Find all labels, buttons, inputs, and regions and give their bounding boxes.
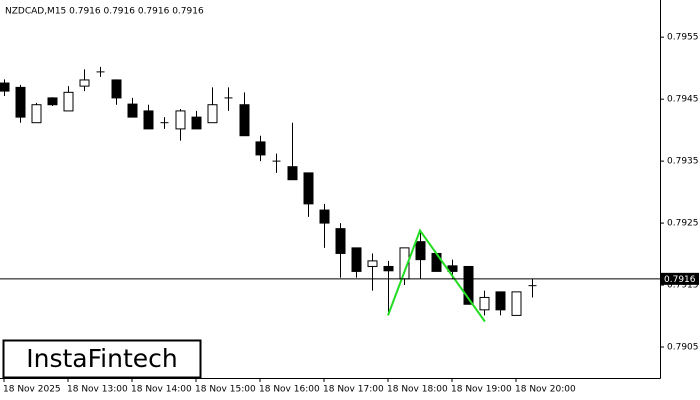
x-tick-label: 18 Nov 2025 <box>3 385 61 395</box>
x-tick-label: 18 Nov 19:00 <box>451 385 512 395</box>
x-tick-label: 18 Nov 15:00 <box>195 385 256 395</box>
candle-body <box>63 91 74 112</box>
x-tick-label: 18 Nov 16:00 <box>259 385 320 395</box>
candle-body <box>111 79 122 99</box>
y-tick-label: 0.7955 <box>667 33 699 43</box>
candle-body <box>239 104 250 137</box>
price-label: 0.7916 <box>664 275 696 285</box>
logo-box <box>2 339 202 379</box>
y-tick-label: 0.7945 <box>667 95 699 105</box>
candle-body <box>495 291 506 311</box>
candle-body <box>207 104 218 124</box>
candle-body <box>127 103 138 118</box>
logo: InstaFintech <box>26 344 178 373</box>
candle-body <box>431 252 442 272</box>
x-tick-label: 18 Nov 13:00 <box>67 385 128 395</box>
price-label-box <box>661 272 699 285</box>
candle-body <box>287 166 298 181</box>
candle-body <box>31 104 42 124</box>
x-tick-label: 18 Nov 20:00 <box>515 385 576 395</box>
y-tick-label: 0.7935 <box>667 157 699 167</box>
x-tick-label: 18 Nov 14:00 <box>131 385 192 395</box>
chart-title: NZDCAD,M15 0.7916 0.7916 0.7916 0.7916 <box>5 7 204 17</box>
candle-body <box>319 209 330 224</box>
candle-body <box>511 291 522 316</box>
candle-body <box>15 86 26 118</box>
candle-body <box>255 141 266 156</box>
candle-body <box>479 296 490 311</box>
candle-body <box>303 172 314 205</box>
candle-body <box>335 228 346 254</box>
candle-body <box>415 241 426 261</box>
candle-body <box>0 82 10 92</box>
candle-body <box>47 97 58 106</box>
y-tick-label: 0.7905 <box>667 343 699 353</box>
candle-body <box>367 260 378 267</box>
candle-body <box>383 265 394 272</box>
candle-body <box>351 247 362 272</box>
candle-body <box>79 79 90 87</box>
candle-body <box>191 116 202 130</box>
candle-body <box>143 110 154 130</box>
candle-body <box>463 265 474 305</box>
candle-body <box>175 110 186 130</box>
y-tick-label: 0.7915 <box>667 281 699 291</box>
y-tick-label: 0.7925 <box>667 219 699 229</box>
pattern-line <box>387 228 486 323</box>
x-tick-label: 18 Nov 18:00 <box>387 385 448 395</box>
x-tick-label: 18 Nov 17:00 <box>323 385 384 395</box>
